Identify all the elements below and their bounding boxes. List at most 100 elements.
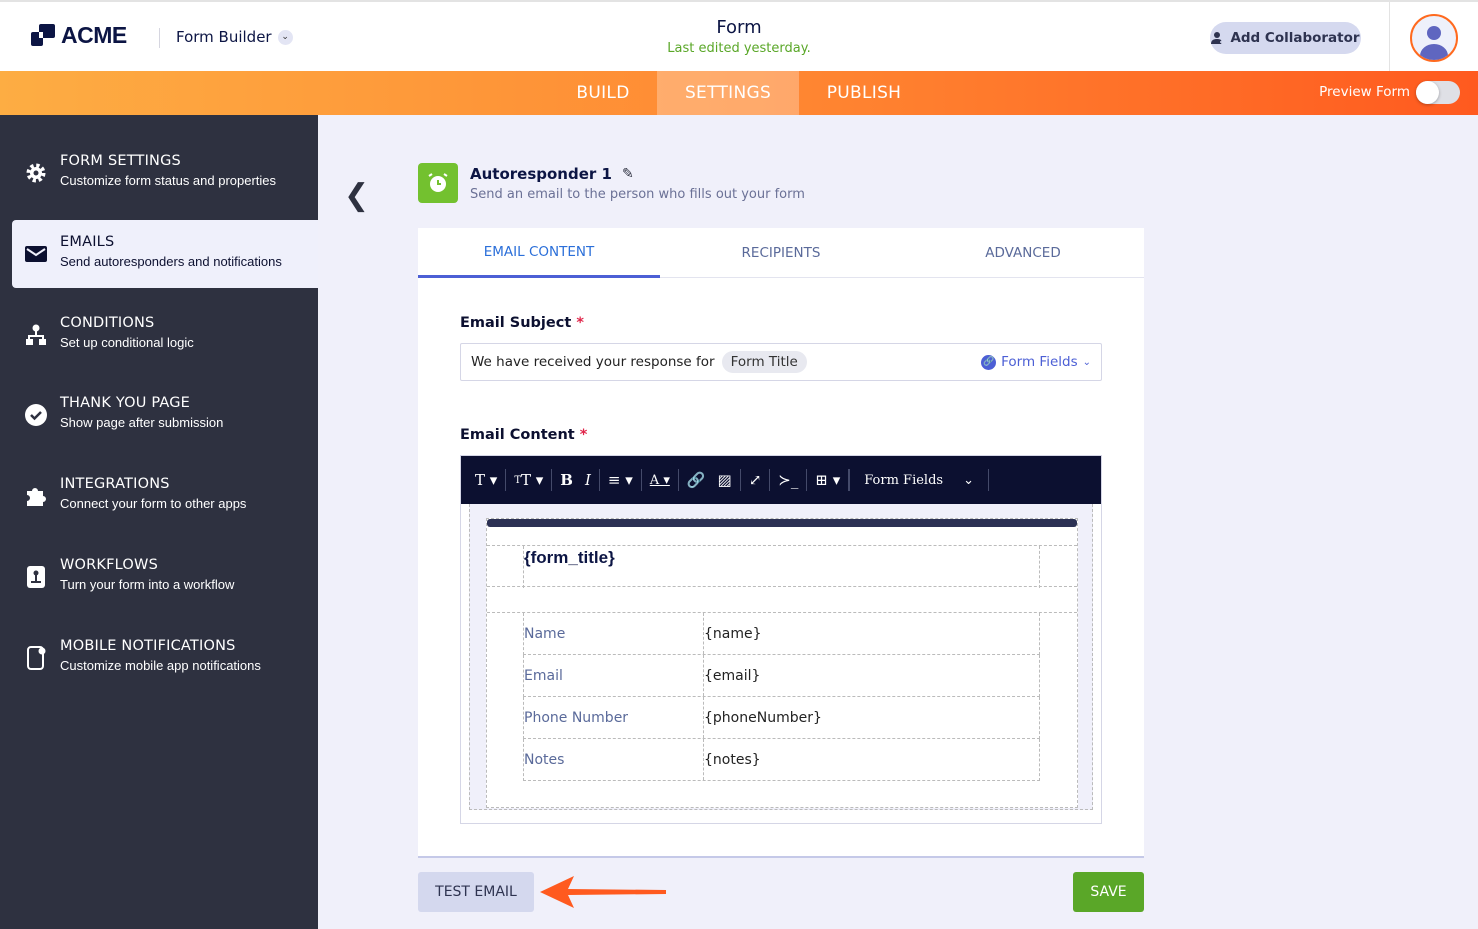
sidebar-item-title: THANK YOU PAGE [60,395,191,411]
tab-build[interactable]: BUILD [576,83,630,103]
field-value: {name} [704,626,762,642]
field-label: Name [524,613,704,654]
pencil-icon[interactable]: ✎ [621,166,634,182]
email-card: EMAIL CONTENT RECIPIENTS ADVANCED Email … [418,228,1144,858]
field-value: {email} [704,668,761,684]
email-subject-input[interactable]: We have received your response for Form … [460,343,1102,381]
tab-email-content[interactable]: EMAIL CONTENT [418,228,660,278]
sidebar-item-workflows[interactable]: WORKFLOWS Turn your form into a workflow [0,543,318,611]
test-email-button[interactable]: TEST EMAIL [418,872,534,912]
arrow-annotation-icon [540,876,666,908]
sidebar-item-integrations[interactable]: INTEGRATIONS Connect your form to other … [0,462,318,530]
sidebar-item-title: FORM SETTINGS [60,153,181,169]
sidebar-item-form-settings[interactable]: FORM SETTINGS Customize form status and … [0,139,318,207]
sidebar-item-desc: Customize form status and properties [60,173,277,188]
field-label: Email [524,655,704,696]
acme-logo[interactable]: ACME [31,22,127,49]
preview-form-label: Preview Form [1319,84,1410,100]
top-header: ACME Form Builder ⌄ Form Last edited yest… [0,0,1478,73]
chevron-down-icon: ⌄ [277,29,293,45]
sidebar-item-title: MOBILE NOTIFICATIONS [60,638,236,654]
table-row: Name {name} [523,613,1040,655]
code-icon[interactable]: ≻_ [778,471,799,489]
tab-settings[interactable]: SETTINGS [657,71,799,115]
subject-text: We have received your response for [471,354,715,370]
sidebar-item-desc: Send autoresponders and notifications [60,254,282,269]
template-wrapper: {form_title} Name {name} Email {email} Pho… [469,504,1093,810]
add-user-icon [1211,32,1225,44]
fields-table: Name {name} Email {email} Phone Number {pho… [523,613,1040,781]
subject-form-fields-dropdown[interactable]: 🔗 Form Fields ⌄ [981,354,1091,370]
gear-icon [24,161,48,185]
sidebar-item-title: EMAILS [60,234,115,250]
text-color-icon[interactable]: A ▾ [649,472,670,488]
sidebar-item-mobile-notifications[interactable]: MOBILE NOTIFICATIONS Customize mobile ap… [0,624,318,692]
add-collaborator-button[interactable]: Add Collaborator [1210,22,1361,54]
app-switcher[interactable]: Form Builder ⌄ [176,28,293,46]
form-title-tag[interactable]: Form Title [721,351,807,373]
table-icon[interactable]: ⊞ ▾ [815,471,841,489]
toolbar-form-fields-dropdown[interactable]: Form Fields ⌄ [852,473,986,488]
sidebar-item-conditions[interactable]: CONDITIONS Set up conditional logic [0,301,318,369]
field-value: {phoneNumber} [704,710,822,726]
tab-advanced[interactable]: ADVANCED [985,245,1061,261]
app-name: Form Builder [176,28,272,46]
preview-form-toggle[interactable] [1416,81,1460,104]
link-icon[interactable]: 🔗 [686,471,706,489]
last-edited: Last edited yesterday. [667,41,811,56]
tab-recipients[interactable]: RECIPIENTS [741,245,821,261]
sidebar-item-thank-you-page[interactable]: THANK YOU PAGE Show page after submissio… [0,381,318,449]
check-circle-icon [24,403,48,427]
sidebar: FORM SETTINGS Customize form status and … [0,115,318,929]
sidebar-item-desc: Show page after submission [60,415,224,430]
envelope-icon [24,242,48,266]
required-mark: * [576,315,584,331]
field-value: {notes} [704,752,761,768]
label-text: Email Subject [460,315,572,331]
logo-text: ACME [61,22,127,48]
logo-icon [31,23,55,46]
sidebar-item-desc: Turn your form into a workflow [60,577,235,592]
sidebar-item-desc: Customize mobile app notifications [60,658,261,673]
chevron-down-icon: ⌄ [1082,356,1091,368]
back-chevron-icon[interactable]: ❮ [344,178,370,213]
divider [159,28,160,48]
table-row: Notes {notes} [523,739,1040,781]
template-table: {form_title} Name {name} Email {email} Pho… [486,518,1078,808]
form-fields-label: Form Fields [864,472,944,488]
autoresponder-header: Autoresponder 1 ✎ [470,165,634,184]
tab-publish[interactable]: PUBLISH [826,83,902,103]
paragraph-format-icon[interactable]: T ▾ [475,471,498,489]
required-mark: * [579,427,588,443]
fullscreen-icon[interactable]: ⤢ [748,471,762,489]
user-icon [1420,26,1448,60]
link-icon: 🔗 [981,354,997,370]
email-subject-label: Email Subject * [460,315,584,331]
sidebar-item-emails[interactable]: EMAILS Send autoresponders and notificat… [12,220,318,288]
divider [1389,2,1390,73]
add-collaborator-label: Add Collaborator [1230,30,1360,46]
form-fields-label: Form Fields [1001,354,1078,370]
align-icon[interactable]: ≡ ▾ [607,471,633,489]
avatar[interactable] [1410,14,1458,62]
sidebar-item-desc: Set up conditional logic [60,335,194,350]
table-row: Phone Number {phoneNumber} [523,697,1040,739]
editor-body[interactable]: {form_title} Name {name} Email {email} Pho… [461,504,1101,823]
autoresponder-description: Send an email to the person who fills ou… [470,187,805,202]
save-button[interactable]: SAVE [1073,872,1144,912]
sitemap-icon [24,323,48,347]
bold-icon[interactable]: B [560,471,573,489]
email-content-label: Email Content * [460,427,587,443]
form-title: Form [716,17,762,38]
email-tabs: EMAIL CONTENT RECIPIENTS ADVANCED [418,228,1144,278]
italic-icon[interactable]: I [584,471,591,489]
image-icon[interactable]: ▨ [717,471,732,489]
field-label: Notes [524,739,704,780]
table-row: Email {email} [523,655,1040,697]
mobile-icon [24,646,48,670]
alarm-clock-icon [418,163,458,203]
main-nav: BUILD SETTINGS PUBLISH Preview Form [0,71,1478,115]
template-title: {form_title} [523,546,1040,588]
